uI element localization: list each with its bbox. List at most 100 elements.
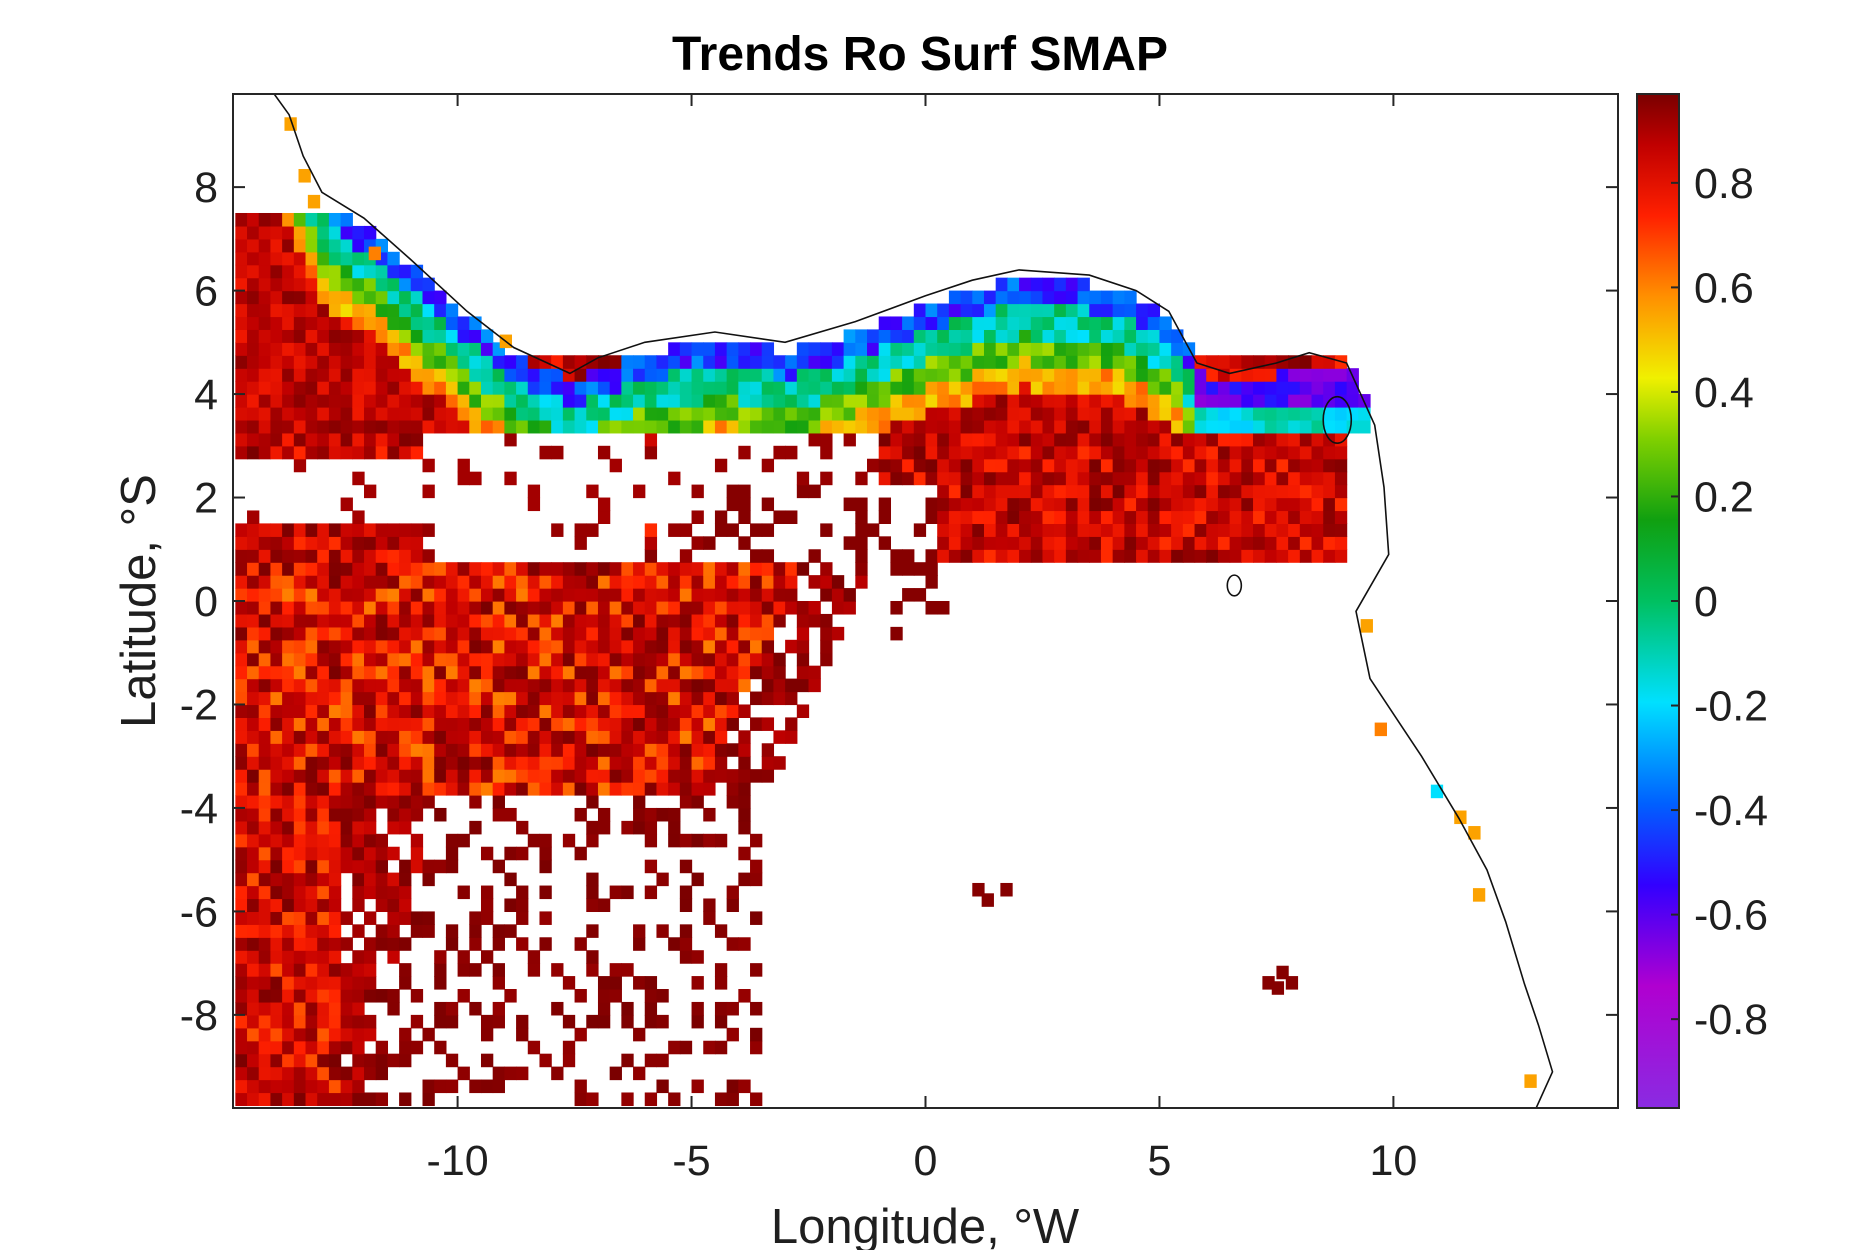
heatmap-cell bbox=[258, 381, 272, 395]
heatmap-cell bbox=[235, 652, 248, 667]
heatmap-cell bbox=[750, 523, 763, 537]
heatmap-cell bbox=[843, 394, 856, 408]
heatmap-cell bbox=[317, 588, 330, 602]
heatmap-cell bbox=[375, 652, 389, 667]
heatmap-cell bbox=[1100, 342, 1114, 356]
heatmap-cell bbox=[1124, 355, 1137, 369]
heatmap-cell bbox=[843, 588, 856, 602]
heatmap-cell bbox=[679, 859, 693, 874]
heatmap-cell bbox=[480, 601, 494, 615]
heatmap-cell bbox=[457, 678, 470, 693]
heatmap-cell bbox=[504, 626, 517, 641]
heatmap-cell bbox=[317, 1079, 330, 1094]
heatmap-cell bbox=[738, 730, 751, 744]
heatmap-cell bbox=[1288, 497, 1301, 512]
heatmap-cell bbox=[247, 976, 260, 990]
heatmap-cell bbox=[1253, 471, 1266, 486]
heatmap-cell bbox=[714, 1001, 728, 1016]
heatmap-cell bbox=[761, 678, 775, 693]
heatmap-cell bbox=[855, 536, 868, 550]
heatmap-cell bbox=[890, 381, 903, 395]
heatmap-cell bbox=[633, 704, 646, 719]
heatmap-cell bbox=[1089, 303, 1102, 318]
heatmap-cell bbox=[317, 665, 330, 680]
heatmap-cell bbox=[410, 316, 424, 330]
heatmap-cell bbox=[480, 639, 494, 654]
heatmap-cell bbox=[1100, 523, 1114, 537]
heatmap-cell bbox=[364, 872, 377, 887]
heatmap-cell bbox=[364, 1027, 377, 1042]
heatmap-cell bbox=[480, 575, 494, 589]
heatmap-cell bbox=[317, 652, 330, 667]
heatmap-cell bbox=[948, 549, 962, 563]
heatmap-cell bbox=[247, 717, 260, 731]
heatmap-cell bbox=[551, 406, 564, 421]
heatmap-cell bbox=[948, 419, 962, 434]
heatmap-cell bbox=[445, 626, 459, 641]
heatmap-cell bbox=[761, 588, 775, 602]
heatmap-cell bbox=[258, 795, 272, 809]
heatmap-cell bbox=[1323, 471, 1336, 486]
heatmap-cell bbox=[364, 1053, 377, 1068]
heatmap-cell bbox=[328, 1079, 342, 1094]
heatmap-cell bbox=[492, 717, 505, 731]
heatmap-cell bbox=[258, 406, 272, 421]
heatmap-cell bbox=[328, 562, 342, 576]
heatmap-cell bbox=[1042, 290, 1055, 305]
heatmap-cell bbox=[469, 704, 482, 719]
heatmap-cell bbox=[235, 678, 248, 693]
heatmap-cell bbox=[247, 381, 260, 395]
heatmap-cell bbox=[410, 419, 424, 434]
heatmap-cell bbox=[235, 406, 248, 421]
heatmap-cell bbox=[925, 471, 938, 486]
heatmap-cell bbox=[1042, 419, 1055, 434]
heatmap-cell bbox=[1171, 342, 1184, 356]
heatmap-cell bbox=[293, 1040, 307, 1055]
heatmap-cell bbox=[983, 406, 997, 421]
heatmap-cell bbox=[422, 575, 435, 589]
heatmap-cell bbox=[1264, 484, 1278, 499]
heatmap-cell bbox=[609, 1066, 622, 1081]
heatmap-cell bbox=[1019, 523, 1032, 537]
heatmap-cell bbox=[387, 665, 400, 680]
heatmap-cell bbox=[235, 937, 248, 951]
heatmap-cell bbox=[282, 743, 295, 757]
heatmap-cell bbox=[586, 368, 599, 382]
heatmap-cell bbox=[574, 626, 587, 641]
heatmap-cell bbox=[434, 316, 447, 330]
heatmap-cell bbox=[270, 536, 283, 550]
heatmap-cell bbox=[902, 329, 915, 343]
heatmap-cell bbox=[703, 562, 716, 576]
heatmap-cell bbox=[457, 782, 470, 796]
heatmap-cell bbox=[633, 717, 646, 731]
heatmap-cell bbox=[691, 575, 704, 589]
heatmap-cell bbox=[352, 523, 365, 537]
heatmap-cell bbox=[948, 394, 962, 408]
heatmap-cell bbox=[235, 1014, 248, 1029]
heatmap-cell bbox=[539, 846, 552, 861]
heatmap-cell bbox=[726, 704, 739, 719]
heatmap-cell bbox=[352, 329, 365, 343]
heatmap-cell bbox=[527, 833, 541, 848]
heatmap-cell bbox=[714, 1014, 728, 1029]
heatmap-cell bbox=[235, 212, 248, 227]
heatmap-cell bbox=[364, 290, 377, 305]
heatmap-cell bbox=[750, 588, 763, 602]
heatmap-cell bbox=[714, 924, 728, 938]
heatmap-cell bbox=[422, 484, 435, 499]
heatmap-cell bbox=[1136, 497, 1149, 512]
heatmap-cell bbox=[410, 782, 424, 796]
heatmap-cell bbox=[399, 290, 412, 305]
heatmap-cell bbox=[644, 394, 658, 408]
heatmap-cell bbox=[773, 419, 786, 434]
heatmap-cell bbox=[668, 820, 681, 835]
heatmap-cell bbox=[282, 601, 295, 615]
heatmap-cell bbox=[1288, 445, 1301, 460]
heatmap-cell bbox=[714, 833, 728, 848]
heatmap-cell bbox=[1030, 510, 1044, 524]
heatmap-cell bbox=[703, 898, 716, 913]
heatmap-cell bbox=[668, 575, 681, 589]
heatmap-cell bbox=[469, 678, 482, 693]
heatmap-cell bbox=[738, 782, 751, 796]
